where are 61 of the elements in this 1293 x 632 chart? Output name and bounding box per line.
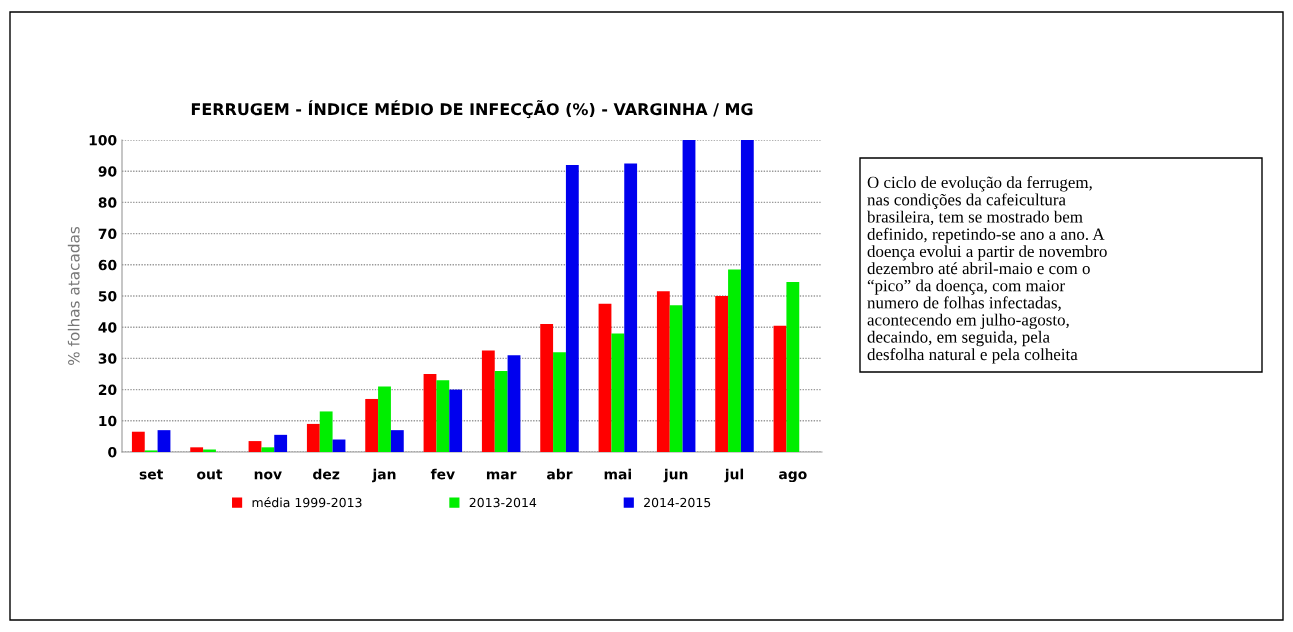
x-tick-label: dez [313,468,340,480]
bar [786,281,800,452]
x-tick-label: abr [547,468,573,480]
x-tick-label: fev [430,468,455,480]
bar [131,431,145,452]
text: O ciclo de evolução da ferrugem, nas condições da cafeicultura brasileira, tem se mostrado bem definido, repetindo-se ano a ano. A doença evolui a partir de novembro dezembro até abril-maio e com o “pico” da doença, com maior numero de folhas infectadas, acontecendo em julho-agosto, decaindo, em seguida, pela desfolha natural e pela colheita [867,176,1107,364]
bar [332,439,346,452]
bar [740,140,754,452]
y-tick-label: 60 [98,259,117,271]
bar [611,333,625,452]
bar [436,380,450,452]
x-tick-label: jun [663,468,688,483]
bar [365,398,379,452]
bar [378,386,391,452]
y-axis-title: % folhas atacadas [67,226,80,366]
bar [507,355,521,452]
bar [481,350,495,452]
bar [553,352,566,452]
x-tick-label: mai [604,468,631,480]
bar [682,140,696,452]
bar [449,389,463,452]
bar [715,296,729,452]
bar [494,370,508,452]
x-tick-label: nov [254,471,282,480]
y-tick-label: 40 [98,322,117,333]
x-tick-label: ago [779,471,807,483]
bar [728,269,741,452]
y-tick-label: 30 [98,353,117,364]
bar [306,423,320,452]
bar [656,291,670,452]
y-tick-label: 50 [98,290,117,302]
bar [390,430,404,452]
legend-label: 2014-2015 [644,497,711,508]
x-tick-label: mar [486,471,517,480]
legend-label: 2013-2014 [469,497,537,508]
chart-title: FERRUGEM - ÍNDICE MÉDIO DE INFECÇÃO (%) - VARGINHA / MG [191,100,753,119]
bar [669,305,683,452]
bar [261,447,275,452]
y-tick-label: 80 [98,197,117,208]
bar [319,411,333,452]
bar [190,447,204,452]
bar [624,163,638,452]
y-tick-label: 10 [99,415,117,427]
y-tick-label: 90 [98,166,117,177]
bar [540,324,554,452]
y-tick-label: 70 [98,228,117,240]
y-tick-label: 0 [108,446,117,458]
bar [274,434,288,452]
x-tick-label: out [197,469,223,480]
bar [248,441,262,452]
x-tick-label: jan [372,468,396,483]
bar [598,303,612,452]
bar [773,325,787,452]
x-tick-label: set [139,469,164,480]
y-tick-label: 100 [89,134,117,146]
x-tick-label: jul [724,468,744,483]
y-tick-label: 20 [98,384,117,396]
legend-label: média 1999-2013 [252,497,362,508]
bar [423,374,437,452]
bar [565,164,579,452]
bar [157,430,171,452]
